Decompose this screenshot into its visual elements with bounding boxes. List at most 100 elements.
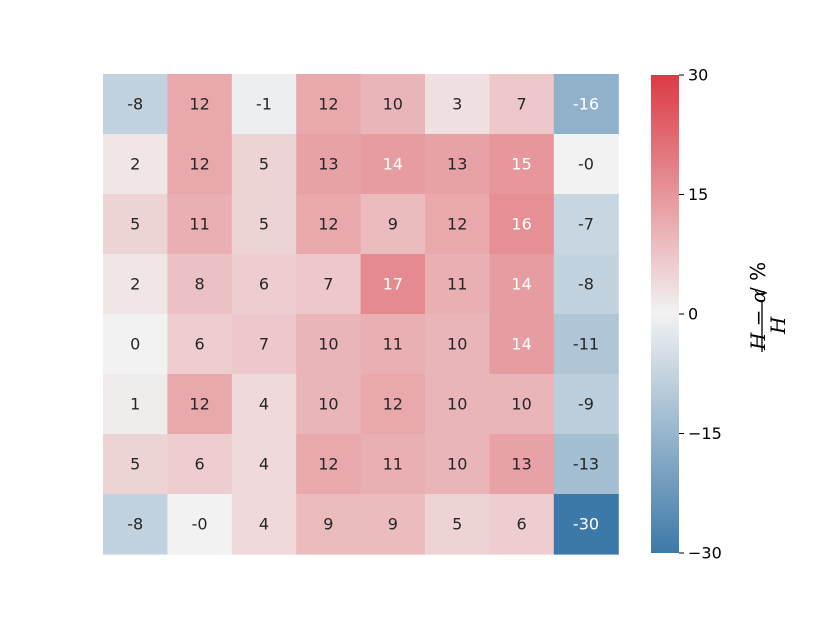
- heatmap-cell-label: 6: [259, 275, 269, 294]
- heatmap-cell: [489, 74, 555, 135]
- colorbar-tick-label: 15: [688, 185, 708, 204]
- heatmap-cell: [489, 254, 555, 315]
- colorbar-tick-label: 30: [688, 66, 708, 85]
- colorbar-label-denominator: H: [766, 316, 790, 335]
- heatmap-cell-label: -13: [573, 455, 599, 474]
- heatmap-cell: [103, 374, 168, 435]
- heatmap-cell: [103, 194, 168, 255]
- heatmap-cell-label: 11: [189, 215, 209, 234]
- heatmap-cell-label: 4: [259, 455, 269, 474]
- heatmap-cell-label: -30: [573, 515, 599, 534]
- heatmap-cell: [425, 74, 490, 135]
- colorbar-label-numerator: H − α: [746, 289, 770, 351]
- heatmap-cell-label: -11: [573, 335, 599, 354]
- heatmap-cell-label: 5: [452, 515, 462, 534]
- heatmap-cell-label: 10: [383, 95, 403, 114]
- heatmap-cell: [167, 254, 233, 315]
- heatmap-cell: [296, 314, 362, 375]
- colorbar-label: H − α H / %: [746, 262, 790, 352]
- heatmap-cell-label: -8: [127, 95, 143, 114]
- heatmap-cell: [167, 314, 233, 375]
- heatmap-cell: [489, 134, 555, 195]
- colorbar-ticks: 30 15 0 −15 −30: [679, 66, 722, 563]
- heatmap-cell-label: 7: [323, 275, 333, 294]
- heatmap-cell: [296, 494, 362, 555]
- heatmap-cell: [167, 434, 233, 495]
- heatmap-cell: [553, 434, 619, 495]
- heatmap-cell: [553, 494, 619, 555]
- heatmap-cell-label: 3: [452, 95, 462, 114]
- colorbar-tick-label: −15: [688, 424, 722, 443]
- heatmap-cell: [489, 314, 555, 375]
- heatmap-cell: [489, 194, 555, 255]
- heatmap-cell-label: 6: [195, 335, 205, 354]
- heatmap-cell: [231, 134, 297, 195]
- heatmap-cell: [231, 494, 297, 555]
- heatmap-cell: [231, 194, 297, 255]
- heatmap-cell: [231, 254, 297, 315]
- heatmap-cell-label: -9: [578, 395, 594, 414]
- heatmap-cell: [296, 374, 362, 435]
- heatmap-cell: [296, 254, 362, 315]
- heatmap-cell: [231, 314, 297, 375]
- heatmap-cell-label: 12: [189, 395, 209, 414]
- heatmap-cell-label: 4: [259, 515, 269, 534]
- heatmap-cell: [103, 494, 168, 555]
- heatmap-cell: [360, 434, 426, 495]
- heatmap-cell: [425, 314, 490, 375]
- heatmap-cell-label: 10: [447, 455, 467, 474]
- heatmap-cell-label: 10: [511, 395, 531, 414]
- heatmap-cell: [425, 254, 490, 315]
- heatmap-cell: [360, 194, 426, 255]
- heatmap-cell: [103, 254, 168, 315]
- colorbar-tick-label: 0: [688, 305, 698, 324]
- heatmap-cell-label: -8: [127, 515, 143, 534]
- colorbar-tick-label: −30: [688, 544, 722, 563]
- heatmap-cell-label: 4: [259, 395, 269, 414]
- heatmap-cell: [360, 254, 426, 315]
- heatmap-cell: [553, 134, 619, 195]
- heatmap-cell: [553, 74, 619, 135]
- heatmap-cell: [553, 254, 619, 315]
- heatmap-cell-label: 12: [189, 95, 209, 114]
- heatmap-cell-label: 12: [447, 215, 467, 234]
- heatmap-cell: [425, 494, 490, 555]
- heatmap-cell-label: 5: [130, 455, 140, 474]
- heatmap-cell-label: 6: [517, 515, 527, 534]
- heatmap-cell-label: 10: [318, 335, 338, 354]
- heatmap-cell-label: 16: [511, 215, 531, 234]
- heatmap-cell: [553, 194, 619, 255]
- heatmap-cell-label: 14: [511, 335, 531, 354]
- heatmap-cell-label: 11: [447, 275, 467, 294]
- heatmap-cell-label: 11: [383, 335, 403, 354]
- heatmap-cells: -8 12 -1 12 10 3 7 -162 12 5 13 14 13 15 -05 11 5 12 9 12 16…: [103, 74, 619, 555]
- heatmap-cell-label: 6: [195, 455, 205, 474]
- heatmap-cell-label: 10: [447, 395, 467, 414]
- heatmap-cell-label: 8: [195, 275, 205, 294]
- heatmap-cell: [296, 74, 362, 135]
- heatmap-cell: [360, 74, 426, 135]
- heatmap-cell-label: -16: [573, 95, 599, 114]
- heatmap-cell-label: 7: [259, 335, 269, 354]
- heatmap-cell-label: -0: [192, 515, 208, 534]
- heatmap-cell-label: 17: [383, 275, 403, 294]
- heatmap-cell-label: -1: [256, 95, 272, 114]
- heatmap-cell: [167, 494, 233, 555]
- heatmap-cell-label: 12: [318, 455, 338, 474]
- heatmap-cell: [296, 194, 362, 255]
- heatmap-cell-label: 12: [318, 95, 338, 114]
- heatmap-cell: [231, 434, 297, 495]
- heatmap-cell: [231, 374, 297, 435]
- heatmap-cell: [425, 374, 490, 435]
- heatmap-cell-label: 9: [323, 515, 333, 534]
- heatmap-cell: [553, 374, 619, 435]
- heatmap-cell-label: 1: [130, 395, 140, 414]
- heatmap-cell-label: 12: [383, 395, 403, 414]
- heatmap-cell-label: 2: [130, 155, 140, 174]
- heatmap-cell-label: 2: [130, 275, 140, 294]
- heatmap-cell: [360, 374, 426, 435]
- heatmap-cell-label: 9: [388, 215, 398, 234]
- heatmap-cell: [360, 314, 426, 375]
- heatmap-cell-label: 5: [130, 215, 140, 234]
